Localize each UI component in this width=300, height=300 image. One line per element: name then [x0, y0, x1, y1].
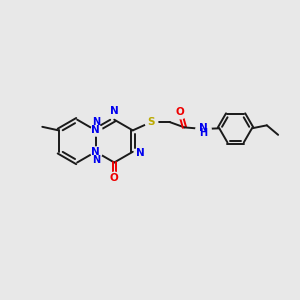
Text: N: N — [92, 117, 100, 127]
Text: O: O — [110, 173, 118, 183]
Text: N: N — [91, 147, 100, 157]
Text: O: O — [176, 107, 184, 117]
Text: S: S — [148, 117, 155, 127]
Text: N: N — [92, 155, 100, 165]
Text: N: N — [91, 125, 100, 135]
Text: N: N — [136, 148, 145, 158]
Text: N: N — [199, 123, 207, 133]
Text: N: N — [110, 106, 118, 116]
Text: H: H — [199, 128, 207, 138]
